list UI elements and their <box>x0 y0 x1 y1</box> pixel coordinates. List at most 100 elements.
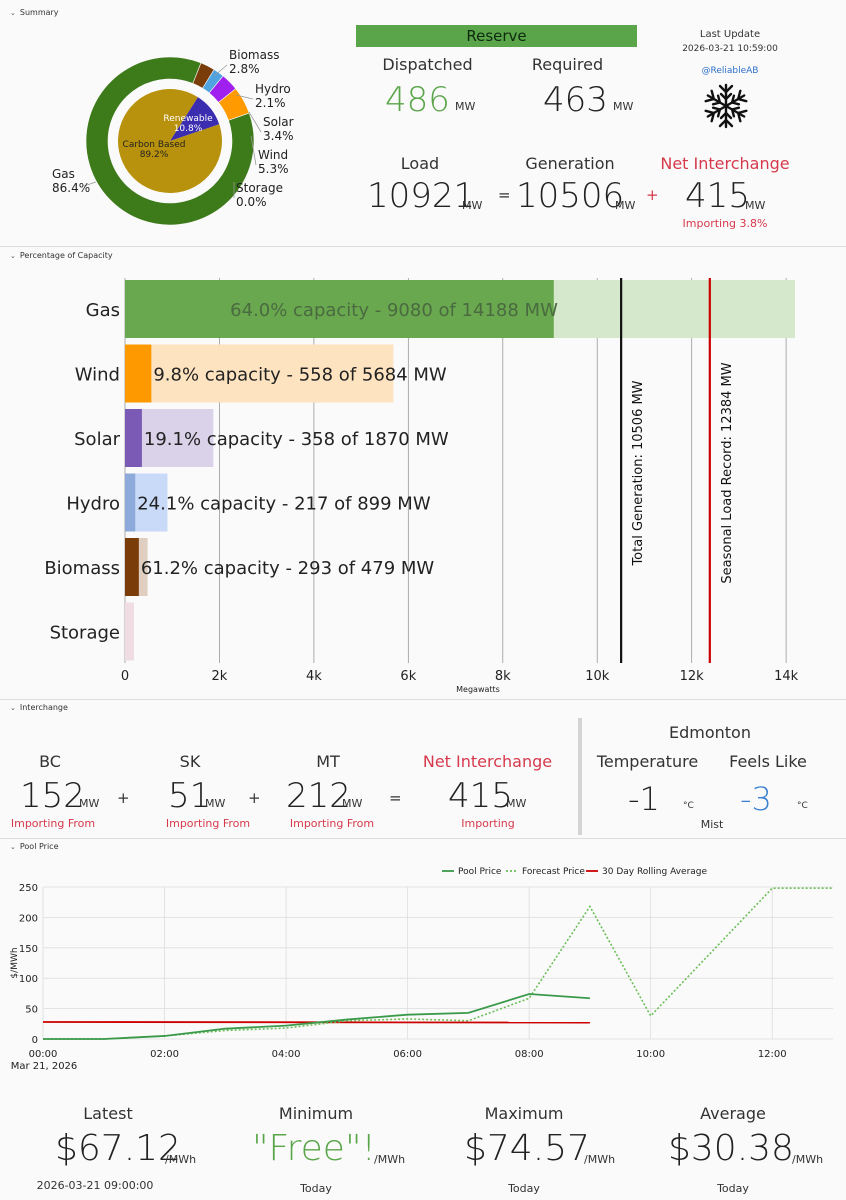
section-header-interchange[interactable]: ⌄ Interchange <box>10 703 68 712</box>
chevron-down-icon[interactable]: ⌄ <box>10 842 16 851</box>
donut-leader-line <box>248 111 262 133</box>
equals-sign: = <box>498 186 511 204</box>
donut-label-storage: Storage <box>236 181 283 195</box>
interchange-sub-bc: Importing From <box>10 817 96 830</box>
donut-pct-biomass: 2.8% <box>229 62 260 76</box>
capacity-bar-wind <box>125 344 394 403</box>
section-header-pool-price[interactable]: ⌄ Pool Price <box>10 842 58 851</box>
stat-latest-value: $67.12 <box>55 1128 181 1169</box>
generation-value: 10506 <box>516 176 625 216</box>
required-label: Required <box>531 55 604 74</box>
generation-bar-wind <box>125 344 152 403</box>
capacity-bar-storage <box>125 602 134 661</box>
donut-inner-pct: 89.2% <box>140 150 169 160</box>
interchange-sub-sk: Importing From <box>165 817 251 830</box>
net-interchange-label: Net Interchange <box>422 752 553 771</box>
stat-maximum-unit: /MWh <box>584 1153 616 1166</box>
interchange-region-bc: BC <box>39 752 61 771</box>
generation-unit: MW <box>615 199 636 212</box>
x-date-label: Mar 21, 2026 <box>11 1061 78 1072</box>
x-tick-label: 04:00 <box>272 1049 301 1060</box>
section-title: Summary <box>19 8 59 17</box>
twitter-handle-link[interactable]: @ReliableAB <box>701 66 759 76</box>
y-tick-label: 0 <box>32 1035 38 1046</box>
stat-minimum-label: Minimum <box>278 1104 354 1123</box>
donut-pct-wind: 5.3% <box>258 162 289 176</box>
legend-label: Pool Price <box>458 867 502 877</box>
x-tick-label: 8k <box>495 669 511 684</box>
x-tick-label: 6k <box>400 669 416 684</box>
stat-latest-sub: 2026-03-21 09:00:00 <box>36 1179 154 1192</box>
legend-label: 30 Day Rolling Average <box>602 867 708 877</box>
net-interchange-value: 415 <box>448 776 513 816</box>
generation-bar-gas <box>125 280 554 338</box>
category-label-gas: Gas <box>86 300 120 321</box>
interchange-unit-mt: MW <box>342 797 363 810</box>
required-unit: MW <box>613 100 634 113</box>
donut-inner-pct: 10.8% <box>174 124 203 134</box>
pool-price-line-chart: 0 50 100 150 200 250 00:00 02:00 04:00 06:00 08:00… <box>10 867 833 1072</box>
reference-line-label: Seasonal Load Record: 12384 MW <box>720 362 735 583</box>
bar-data-label-hydro: 24.1% capacity - 217 of 899 MW <box>137 494 431 515</box>
interchange-value-bc: 152 <box>20 776 85 816</box>
donut-slice-gas <box>85 56 255 226</box>
chevron-down-icon[interactable]: ⌄ <box>10 251 16 260</box>
y-tick-label: 200 <box>19 913 38 924</box>
y-tick-label: 250 <box>19 883 38 894</box>
interchange-region-mt: MT <box>316 752 340 771</box>
feels-like-label: Feels Like <box>729 752 807 771</box>
interchange-unit-sk: MW <box>205 797 226 810</box>
y-tick-label: 50 <box>25 1005 38 1016</box>
stat-minimum-value: "Free"! <box>252 1128 376 1169</box>
donut-inner-slice-renewable <box>170 97 220 141</box>
stat-average-unit: /MWh <box>792 1153 824 1166</box>
donut-label-gas: Gas <box>52 167 75 181</box>
section-title: Percentage of Capacity <box>19 251 113 260</box>
donut-label-biomass: Biomass <box>229 48 279 62</box>
equals-sign: = <box>389 789 402 807</box>
chevron-down-icon[interactable]: ⌄ <box>10 703 16 712</box>
divider <box>578 718 582 835</box>
generation-bar-hydro <box>125 473 136 532</box>
stat-maximum-value: $74.57 <box>464 1128 590 1169</box>
plus-sign: + <box>248 789 261 807</box>
stat-average-label: Average <box>700 1104 766 1123</box>
chevron-down-icon[interactable]: ⌄ <box>10 8 16 17</box>
weather-condition: Mist <box>700 818 724 831</box>
x-tick-label: 02:00 <box>150 1049 179 1060</box>
section-title: Interchange <box>19 703 68 712</box>
x-tick-label: 10k <box>585 669 610 684</box>
dispatched-label: Dispatched <box>382 55 473 74</box>
temperature-unit: °C <box>683 801 694 811</box>
stat-average-value: $30.38 <box>668 1128 794 1169</box>
net-interchange-sub: Importing <box>461 817 515 830</box>
temperature-value: -1 <box>628 780 660 818</box>
last-update-time: 2026-03-21 10:59:00 <box>682 44 778 54</box>
load-value: 10921 <box>367 176 476 216</box>
dispatched-unit: MW <box>455 100 476 113</box>
plus-sign: + <box>646 186 659 204</box>
x-tick-label: 06:00 <box>393 1049 422 1060</box>
section-header-capacity[interactable]: ⌄ Percentage of Capacity <box>10 251 113 260</box>
interchange-value-sk: 51 <box>168 776 212 816</box>
donut-pct-hydro: 2.1% <box>255 96 286 110</box>
donut-label-solar: Solar <box>263 115 294 129</box>
stat-latest-unit: /MWh <box>165 1153 197 1166</box>
donut-inner-label: Carbon Based <box>123 140 186 150</box>
feels-like-value: -3 <box>740 780 772 818</box>
donut-inner-label: Renewable <box>163 114 213 124</box>
series-line-forecast-price <box>43 887 833 1040</box>
x-tick-label: 14k <box>774 669 799 684</box>
load-label: Load <box>400 154 440 173</box>
stat-maximum-sub: Today <box>508 1182 540 1195</box>
stat-latest-label: Latest <box>83 1104 133 1123</box>
category-label-wind: Wind <box>75 365 120 386</box>
dispatched-value: 486 <box>385 80 450 120</box>
section-header-summary[interactable]: ⌄ Summary <box>10 8 59 17</box>
x-axis-title: Megawatts <box>456 685 500 694</box>
donut-leader-line <box>235 94 254 100</box>
donut-inner-slice-carbon-based <box>117 88 222 193</box>
bar-data-label-solar: 19.1% capacity - 358 of 1870 MW <box>144 429 449 450</box>
x-tick-label: 12k <box>680 669 705 684</box>
